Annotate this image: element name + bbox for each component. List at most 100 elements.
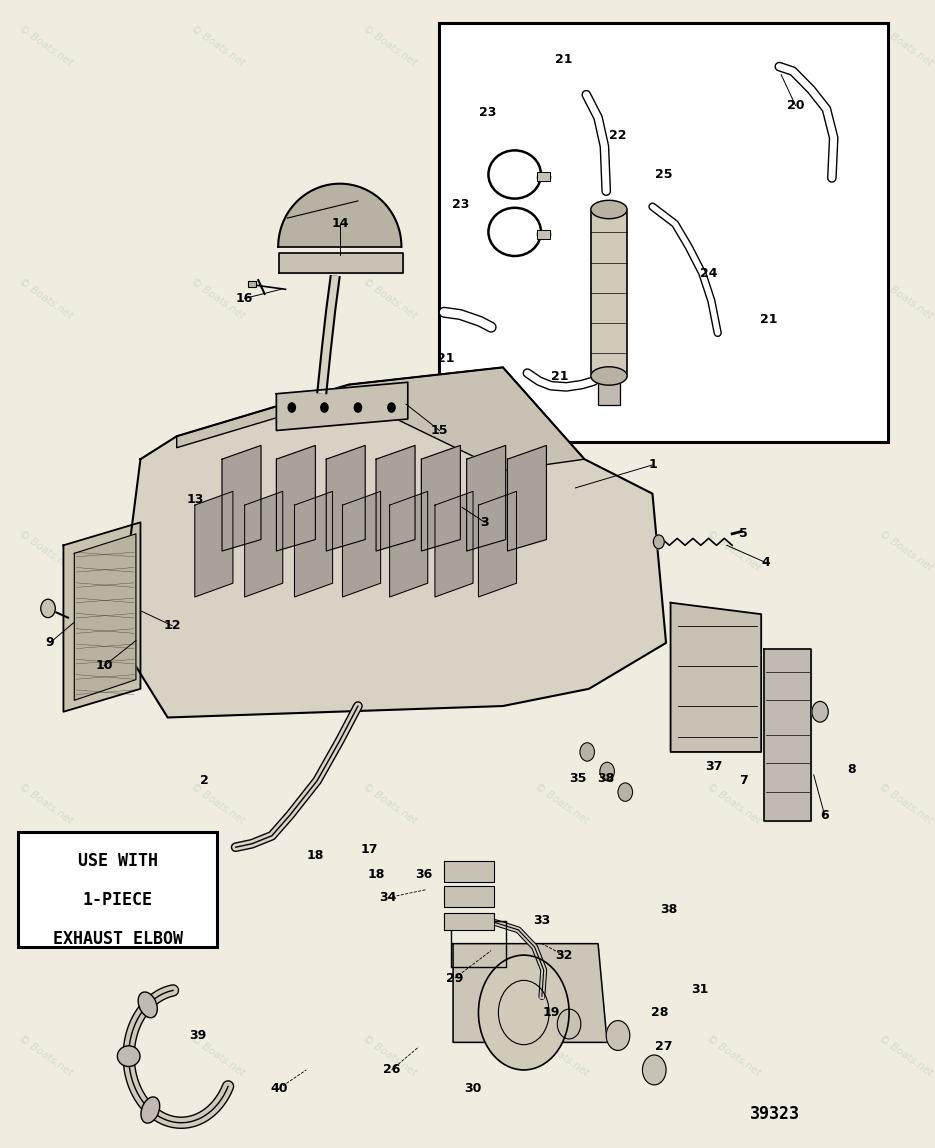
Text: 20: 20 — [787, 99, 804, 113]
Polygon shape — [508, 445, 546, 551]
Text: 26: 26 — [382, 1063, 400, 1077]
Text: 1: 1 — [648, 458, 656, 472]
Text: 38: 38 — [597, 771, 614, 785]
Text: © Boats.net: © Boats.net — [533, 277, 591, 320]
Polygon shape — [118, 367, 666, 718]
Circle shape — [618, 783, 632, 801]
Ellipse shape — [591, 367, 627, 386]
Text: © Boats.net: © Boats.net — [189, 277, 246, 320]
Text: © Boats.net: © Boats.net — [705, 1034, 763, 1078]
Text: © Boats.net: © Boats.net — [361, 277, 419, 320]
Text: 29: 29 — [446, 971, 464, 985]
Text: 31: 31 — [691, 983, 708, 996]
Text: © Boats.net: © Boats.net — [17, 24, 74, 68]
Bar — [444, 886, 494, 907]
Polygon shape — [670, 603, 761, 752]
Bar — [538, 230, 550, 239]
Text: 25: 25 — [654, 168, 672, 181]
Circle shape — [580, 743, 595, 761]
Text: 23: 23 — [452, 197, 469, 211]
Polygon shape — [326, 445, 366, 551]
Text: 9: 9 — [46, 636, 54, 650]
Text: © Boats.net: © Boats.net — [361, 782, 419, 825]
Circle shape — [557, 1009, 581, 1039]
Ellipse shape — [118, 1046, 140, 1066]
Ellipse shape — [138, 992, 157, 1018]
Text: © Boats.net: © Boats.net — [189, 782, 246, 825]
Text: © Boats.net: © Boats.net — [17, 529, 74, 573]
Text: 16: 16 — [236, 292, 253, 305]
Polygon shape — [194, 491, 233, 597]
Text: 14: 14 — [331, 217, 349, 231]
Ellipse shape — [591, 200, 627, 218]
Text: © Boats.net: © Boats.net — [877, 529, 935, 573]
Text: 2: 2 — [199, 774, 209, 788]
Text: 27: 27 — [654, 1040, 672, 1054]
Ellipse shape — [141, 1097, 160, 1123]
Circle shape — [642, 1055, 666, 1085]
Text: © Boats.net: © Boats.net — [533, 24, 591, 68]
Bar — [591, 209, 627, 377]
Text: 3: 3 — [481, 515, 489, 529]
Circle shape — [479, 955, 569, 1070]
Text: 39323: 39323 — [750, 1104, 799, 1123]
Text: © Boats.net: © Boats.net — [705, 277, 763, 320]
Text: 36: 36 — [415, 868, 433, 882]
Text: USE WITH: USE WITH — [78, 852, 158, 870]
Text: 23: 23 — [479, 106, 496, 119]
Text: © Boats.net: © Boats.net — [533, 1034, 591, 1078]
Text: 7: 7 — [739, 774, 747, 788]
Text: 1-PIECE: 1-PIECE — [83, 891, 152, 909]
Circle shape — [812, 701, 828, 722]
Polygon shape — [479, 491, 516, 597]
Text: © Boats.net: © Boats.net — [17, 782, 74, 825]
Circle shape — [41, 599, 55, 618]
Polygon shape — [279, 184, 401, 247]
Polygon shape — [467, 445, 506, 551]
Text: 17: 17 — [361, 843, 379, 856]
Text: 32: 32 — [555, 948, 572, 962]
Polygon shape — [277, 382, 408, 430]
Polygon shape — [376, 445, 415, 551]
Polygon shape — [422, 445, 460, 551]
Text: 22: 22 — [610, 129, 626, 142]
Text: 28: 28 — [651, 1006, 669, 1019]
Text: © Boats.net: © Boats.net — [877, 782, 935, 825]
Text: 21: 21 — [437, 351, 454, 365]
Text: © Boats.net: © Boats.net — [189, 24, 246, 68]
Bar — [444, 861, 494, 882]
Polygon shape — [390, 491, 427, 597]
Text: EXHAUST ELBOW: EXHAUST ELBOW — [52, 930, 183, 948]
Text: © Boats.net: © Boats.net — [877, 277, 935, 320]
Text: 35: 35 — [569, 771, 587, 785]
Text: 30: 30 — [465, 1081, 482, 1095]
Text: 18: 18 — [367, 868, 384, 882]
Text: 8: 8 — [847, 762, 856, 776]
Text: 15: 15 — [431, 424, 448, 437]
Circle shape — [354, 403, 362, 412]
Polygon shape — [435, 491, 473, 597]
Text: © Boats.net: © Boats.net — [705, 24, 763, 68]
Text: 40: 40 — [270, 1081, 288, 1095]
Text: 13: 13 — [186, 492, 204, 506]
Text: 38: 38 — [660, 902, 677, 916]
Text: 5: 5 — [739, 527, 747, 541]
Text: 21: 21 — [552, 370, 568, 383]
Text: © Boats.net: © Boats.net — [17, 1034, 74, 1078]
Text: © Boats.net: © Boats.net — [361, 1034, 419, 1078]
Text: © Boats.net: © Boats.net — [877, 1034, 935, 1078]
Polygon shape — [277, 445, 315, 551]
Text: 19: 19 — [542, 1006, 560, 1019]
Polygon shape — [222, 445, 261, 551]
Polygon shape — [295, 491, 333, 597]
Polygon shape — [74, 534, 136, 700]
Circle shape — [654, 535, 664, 549]
Bar — [249, 281, 255, 287]
Text: © Boats.net: © Boats.net — [361, 529, 419, 573]
Text: 21: 21 — [759, 312, 777, 326]
FancyBboxPatch shape — [439, 23, 888, 442]
Text: 18: 18 — [307, 848, 324, 862]
Circle shape — [288, 403, 295, 412]
Polygon shape — [177, 367, 584, 471]
Text: 6: 6 — [820, 808, 829, 822]
